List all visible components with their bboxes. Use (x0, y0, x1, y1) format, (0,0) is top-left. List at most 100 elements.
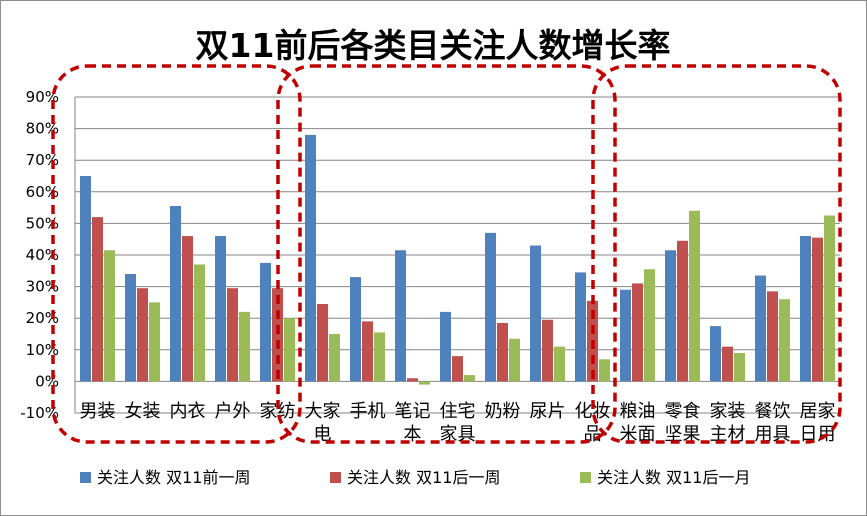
bar (305, 134, 316, 382)
bar (575, 272, 586, 382)
x-tick-label: 尿片 (530, 401, 566, 422)
y-tick-label: 0% (35, 372, 59, 390)
y-tick-label: 40% (26, 246, 59, 264)
bar (452, 356, 463, 382)
x-tick-label: 笔记 (395, 401, 431, 422)
bar (407, 378, 418, 382)
x-tick-label: 男装 (80, 401, 116, 422)
y-tick-label: 80% (26, 120, 59, 138)
bar (440, 311, 451, 382)
bar (599, 359, 610, 382)
legend-label: 关注人数 双11前一周 (97, 468, 250, 487)
bar (485, 232, 496, 382)
bar (137, 288, 148, 382)
bar (734, 352, 745, 382)
bar (149, 302, 160, 382)
legend: 关注人数 双11前一周 关注人数 双11后一周 关注人数 双11后一月 (80, 468, 750, 487)
x-tick-label: 用具 (755, 424, 791, 445)
legend-swatch (330, 472, 341, 483)
bar (272, 288, 283, 382)
bar (104, 250, 115, 382)
legend-swatch (80, 472, 91, 483)
x-tick-label: 居家 (800, 401, 836, 422)
bar (419, 381, 430, 385)
x-tick-label: 日用 (800, 424, 836, 445)
bar (329, 334, 340, 382)
bar (362, 321, 373, 382)
x-tick-label: 女装 (125, 401, 161, 422)
x-tick-label: 餐饮 (755, 401, 791, 422)
x-tick-label: 米面 (620, 424, 656, 445)
legend-swatch (580, 472, 591, 483)
bar (170, 206, 181, 382)
bar (260, 262, 271, 382)
bar (755, 275, 766, 382)
bar (620, 289, 631, 382)
x-tick-label: 化妆 (575, 401, 611, 422)
bar (194, 264, 205, 382)
x-tick-label: 大家 (305, 401, 341, 422)
y-tick-label: -10% (20, 404, 59, 422)
bar (497, 322, 508, 382)
x-tick-label: 零食 (665, 401, 701, 422)
x-tick-label: 本 (404, 424, 422, 445)
y-tick-label: 30% (26, 278, 59, 296)
x-tick-label: 手机 (350, 401, 386, 422)
x-tick-label: 家装 (710, 401, 746, 422)
bar (239, 311, 250, 382)
bar (767, 291, 778, 382)
x-tick-label: 家纺 (260, 401, 296, 422)
bar (284, 318, 295, 382)
bar (689, 210, 700, 382)
bar (665, 250, 676, 382)
y-tick-label: 60% (26, 183, 59, 201)
highlight-box (276, 64, 617, 444)
bars (80, 134, 835, 385)
bar (182, 236, 193, 382)
bar (374, 332, 385, 382)
x-tick-label: 住宅 (440, 401, 476, 422)
bar (677, 240, 688, 382)
bar (80, 176, 91, 382)
bar (350, 277, 361, 382)
bar (554, 346, 565, 382)
bar (824, 215, 835, 382)
y-tick-label: 20% (26, 309, 59, 327)
bar (710, 326, 721, 382)
y-tick-label: 90% (26, 88, 59, 106)
x-tick-label: 主材 (710, 424, 746, 445)
x-tick-label: 家具 (440, 424, 476, 445)
bar (227, 288, 238, 382)
x-tick-label: 粮油 (620, 401, 656, 422)
bar (395, 250, 406, 382)
bar (464, 375, 475, 382)
x-tick-label: 电 (314, 424, 332, 445)
bar (800, 236, 811, 382)
y-tick-label: 70% (26, 151, 59, 169)
x-tick-label: 内衣 (170, 401, 206, 422)
bar (722, 346, 733, 382)
legend-label: 关注人数 双11后一周 (347, 468, 500, 487)
y-tick-label: 10% (26, 341, 59, 359)
bar (530, 245, 541, 382)
bar (542, 319, 553, 382)
bar (812, 237, 823, 382)
bar (215, 236, 226, 382)
highlight-box (51, 64, 302, 444)
bar (92, 217, 103, 382)
legend-label: 关注人数 双11后一月 (597, 468, 750, 487)
chart-title: 双11前后各类目关注人数增长率 (196, 26, 671, 65)
highlight-boxes (51, 64, 842, 444)
x-tick-label: 户外 (215, 401, 251, 422)
bar (509, 338, 520, 382)
bar (644, 269, 655, 382)
bar (632, 283, 643, 382)
highlight-box (591, 64, 842, 444)
bar (125, 273, 136, 382)
bar (317, 303, 328, 382)
y-tick-label: 50% (26, 214, 59, 232)
x-tick-label: 坚果 (665, 424, 701, 445)
